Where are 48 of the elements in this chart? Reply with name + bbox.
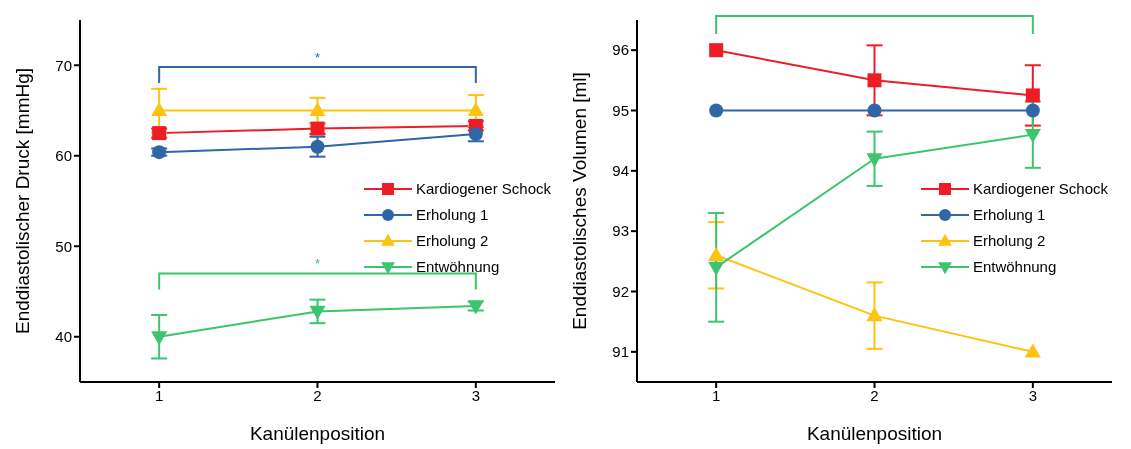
legend-label: Entwöhnung <box>415 258 500 276</box>
y-tick-label: 92 <box>612 282 629 300</box>
point <box>1024 129 1041 144</box>
point <box>310 139 325 154</box>
point <box>866 307 883 322</box>
point <box>1024 343 1041 358</box>
point <box>1025 103 1040 118</box>
point <box>309 305 326 320</box>
y-tick-label: 91 <box>612 343 629 361</box>
y-tick-label: 60 <box>55 147 72 165</box>
legend-label: Erholung 2 <box>972 232 1046 250</box>
point <box>709 43 724 58</box>
point <box>309 102 326 117</box>
y-tick-label: 94 <box>612 162 629 180</box>
point <box>467 102 484 117</box>
y-axis-title: Enddiastolischer Druck [mmHg] <box>11 67 33 335</box>
legend-label: Kardiogener Schock <box>972 180 1108 198</box>
legend-label: Erholung 1 <box>415 206 489 224</box>
y-tick-label: 70 <box>55 56 72 74</box>
point <box>708 261 725 276</box>
legend-label: Erholung 2 <box>415 232 489 250</box>
point <box>867 103 882 118</box>
point <box>1025 88 1040 103</box>
y-tick-label: 40 <box>55 328 72 346</box>
legend-label: Erholung 1 <box>972 206 1046 224</box>
y-tick-label: 95 <box>612 101 629 119</box>
y-axis-title: Enddiastolisches Volumen [ml] <box>568 72 590 330</box>
y-tick-label: 93 <box>612 222 629 240</box>
x-tick-label: 2 <box>313 386 322 404</box>
annotation: * <box>314 256 321 272</box>
point <box>867 73 882 88</box>
legend-label: Kardiogener Schock <box>415 180 551 198</box>
x-tick-label: 1 <box>711 386 721 404</box>
x-tick-label: 1 <box>154 386 164 404</box>
y-tick-label: 96 <box>612 41 629 59</box>
point <box>151 331 168 346</box>
y-tick-label: 50 <box>55 237 72 255</box>
x-axis-title: Kanülenposition <box>249 423 386 444</box>
legend-label: Entwöhnung <box>972 258 1057 276</box>
x-tick-label: 3 <box>471 386 481 404</box>
annotation: * <box>314 50 321 66</box>
x-tick-label: 2 <box>870 386 879 404</box>
x-tick-label: 3 <box>1028 386 1038 404</box>
point <box>709 103 724 118</box>
x-axis-title: Kanülenposition <box>806 423 943 444</box>
point <box>866 153 883 168</box>
point <box>151 102 168 117</box>
point <box>708 246 725 261</box>
